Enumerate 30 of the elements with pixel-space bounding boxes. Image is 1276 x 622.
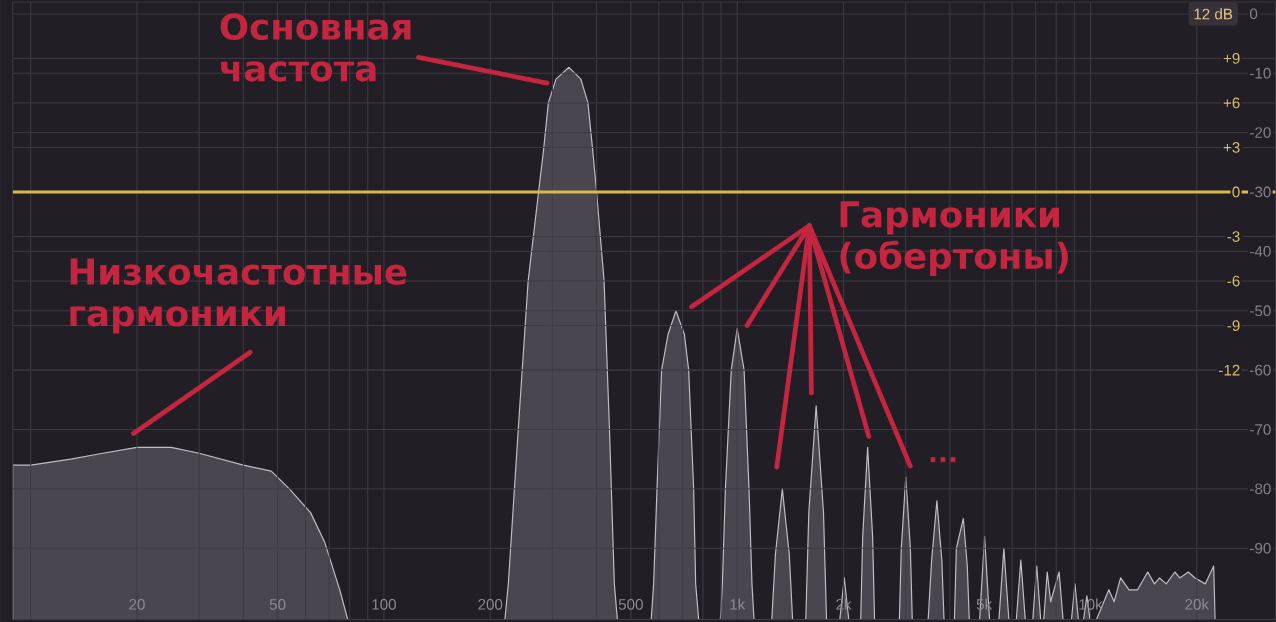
annotation: ...: [930, 456, 956, 462]
x-tick-label: 50: [269, 598, 286, 610]
y-tick-label: -80: [1250, 483, 1271, 495]
y-tick-label: -20: [1250, 127, 1271, 138]
x-tick-label: 100: [372, 598, 396, 610]
y2-tick-label: +9: [1223, 52, 1240, 64]
y-tick-label: -50: [1250, 305, 1271, 316]
x-tick-label: 20: [129, 598, 145, 610]
y-tick-label: -30: [1250, 186, 1271, 198]
y-tick-label: -60: [1250, 364, 1271, 376]
x-tick-label: 1k: [730, 598, 746, 610]
y2-tick-label: -6: [1227, 275, 1240, 287]
annotation: Низкочастотные гармоники: [70, 258, 407, 334]
x-tick-label: 200: [478, 598, 503, 610]
y-tick-label: -40: [1250, 245, 1271, 257]
y-tick-label: 0: [1249, 8, 1258, 19]
annotation: Основная частота: [220, 12, 411, 82]
y2-tick-label: -3: [1227, 230, 1240, 242]
y2-tick-label: -9: [1227, 319, 1240, 331]
annotation: 12 dB: [1194, 8, 1233, 20]
y-tick-label: -10: [1250, 67, 1271, 79]
annotation: Гармоники (обертоны): [840, 200, 1068, 276]
x-tick-label: 500: [618, 598, 643, 610]
y2-tick-label: +6: [1223, 97, 1240, 109]
y2-tick-label: +3: [1223, 141, 1240, 153]
y2-tick-label: -12: [1219, 364, 1240, 376]
y-tick-label: -90: [1250, 542, 1271, 554]
y-tick-label: -70: [1250, 423, 1271, 435]
x-tick-label: 20k: [1185, 598, 1210, 610]
y2-tick-label: 0: [1232, 186, 1240, 198]
